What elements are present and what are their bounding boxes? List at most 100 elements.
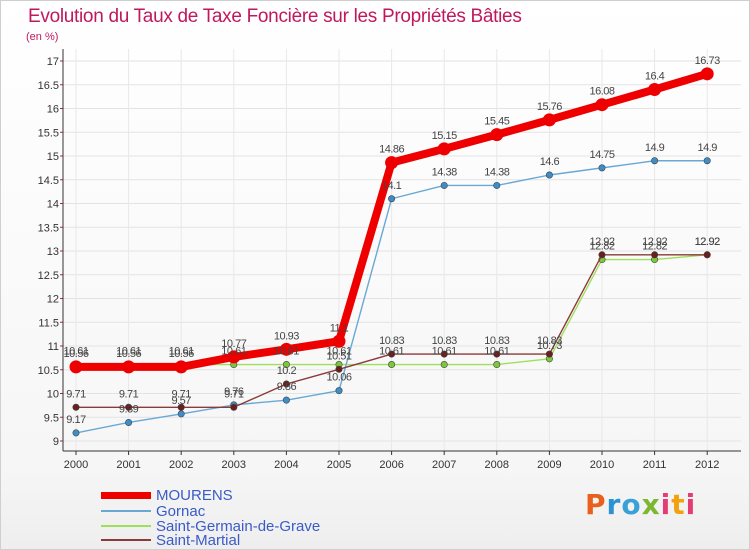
data-label-gornac: 10.06: [326, 372, 351, 384]
chart-grid: [63, 49, 741, 451]
data-point-saint-martial: [493, 350, 501, 358]
legend-item-mourens[interactable]: MOURENS: [101, 486, 233, 504]
data-point-saint-martial: [177, 403, 185, 411]
y-tick-label: 17: [47, 56, 59, 68]
data-label-saint-martial: 9.71: [119, 388, 139, 400]
data-label-gornac: 9.57: [171, 395, 191, 407]
legend-item-saint-germain[interactable]: Saint-Germain-de-Grave: [101, 517, 321, 535]
y-tick-label: 16.5: [38, 80, 59, 92]
y-tick-label: 13.5: [38, 222, 59, 234]
data-point-mourens: [490, 128, 504, 142]
legend-item-gornac[interactable]: Gornac: [101, 502, 206, 520]
data-point-gornac: [493, 181, 501, 189]
y-tick-label: 11.5: [38, 317, 59, 329]
data-label-saint-germain-de-grave: 12.92: [695, 236, 720, 248]
logo-letter: i: [660, 488, 672, 521]
data-point-saint-martial: [335, 365, 343, 373]
data-point-saint-martial: [651, 251, 659, 259]
data-label-saint-germain-de-grave: 12.82: [589, 241, 614, 253]
data-point-saint-martial: [545, 350, 553, 358]
data-point-mourens: [437, 142, 451, 156]
value-labels: 10.61 10.61 10.61 10.61 10.61 10.61 10.61 10.61…: [63, 55, 720, 426]
y-tick-label: 9.5: [44, 412, 59, 424]
data-label-saint-martial: 9.71: [224, 388, 244, 400]
x-tick-label: 2003: [222, 459, 246, 471]
legend-label-saint-germain: Saint-Germain-de-Grave: [156, 517, 321, 535]
legend-item-saint-martial[interactable]: Saint-Martial: [101, 532, 240, 549]
legend-swatch-saint-germain: [101, 525, 151, 527]
data-point-saint-martial: [125, 403, 133, 411]
data-label-saint-martial: 10.83: [484, 335, 509, 347]
data-label-gornac: 14.9: [645, 142, 665, 154]
data-label-gornac: 14.75: [589, 149, 614, 161]
data-label-mourens: 15.76: [537, 101, 562, 113]
data-label-saint-germain-de-grave: 12.82: [642, 241, 667, 253]
x-tick-label: 2005: [327, 459, 351, 471]
y-tick-label: 11: [48, 341, 59, 353]
y-tick-label: 12.5: [38, 270, 59, 282]
data-label-gornac: 14.1: [382, 180, 402, 192]
data-label-saint-germain-de-grave: 10.61: [116, 346, 141, 358]
logo-letter: r: [606, 488, 622, 521]
data-point-mourens: [69, 360, 83, 374]
plot-area: [63, 49, 741, 451]
data-label-gornac: 14.38: [432, 166, 457, 178]
data-label-mourens: 10.77: [221, 338, 246, 350]
data-label-gornac: 9.39: [119, 403, 139, 415]
logo-letter: i: [685, 488, 697, 521]
x-tick-label: 2008: [485, 459, 509, 471]
logo-letter: P: [585, 488, 607, 521]
data-label-mourens: 16.08: [589, 86, 614, 98]
legend-swatch-saint-martial: [101, 539, 151, 541]
x-tick-label: 2011: [643, 459, 667, 471]
data-label-saint-germain-de-grave: 10.61: [63, 346, 88, 358]
x-tick-label: 2004: [274, 459, 298, 471]
data-label-gornac: 14.9: [697, 142, 717, 154]
logo-letter: t: [671, 488, 686, 521]
chart-axes: 9 9.5 10 10.5 11 11.5 12 12.5 13 13.5 14 14.5 15 15.5…: [38, 49, 741, 471]
data-point-mourens: [648, 83, 662, 96]
data-label-saint-germain-de-grave: 10.61: [326, 346, 351, 358]
x-tick-label: 2006: [379, 459, 403, 471]
data-label-mourens: 16.73: [695, 55, 720, 67]
data-label-saint-martial: 9.71: [66, 388, 86, 400]
data-point-mourens: [385, 156, 399, 170]
data-label-saint-martial: 10.83: [537, 335, 562, 347]
data-point-gornac: [545, 171, 553, 179]
data-point-mourens: [700, 67, 714, 81]
data-label-gornac: 14.38: [484, 166, 509, 178]
x-tick-label: 2010: [590, 459, 614, 471]
proxiti-logo: Proxiti: [585, 488, 696, 521]
x-tick-label: 2007: [432, 459, 456, 471]
data-label-gornac: 9.76: [224, 386, 244, 398]
data-label-saint-germain-de-grave: 10.61: [379, 346, 404, 358]
data-label-saint-germain-de-grave: 10.61: [169, 346, 194, 358]
data-label-saint-martial: 12.92: [589, 236, 614, 248]
y-tick-label: 15.5: [38, 127, 59, 139]
data-point-gornac: [388, 195, 396, 203]
data-label-gornac: 9.86: [277, 381, 297, 393]
data-label-mourens: 15.45: [484, 116, 509, 128]
data-point-saint-germain-de-grave: [440, 361, 448, 369]
legend-label-gornac: Gornac: [156, 502, 206, 520]
data-label-gornac: 9.17: [66, 414, 86, 426]
data-point-saint-martial: [230, 403, 238, 411]
y-tick-label: 16: [47, 104, 59, 116]
data-point-mourens: [174, 360, 188, 374]
legend-label-mourens: MOURENS: [156, 486, 233, 504]
data-label-mourens: 10.56: [63, 348, 88, 360]
data-label-mourens: 16.4: [645, 71, 665, 83]
data-label-saint-martial: 10.83: [379, 335, 404, 347]
data-label-mourens: 10.93: [274, 330, 299, 342]
data-point-mourens: [595, 98, 609, 112]
data-point-saint-martial: [598, 251, 606, 259]
data-point-mourens: [542, 113, 556, 127]
data-point-mourens: [122, 360, 136, 374]
data-point-saint-germain-de-grave: [493, 361, 501, 369]
data-label-saint-germain-de-grave: 10.61: [432, 346, 457, 358]
data-label-gornac: 14.6: [540, 156, 560, 168]
y-tick-label: 13: [47, 246, 59, 258]
data-point-saint-martial: [440, 350, 448, 358]
data-label-saint-martial: 12.92: [642, 236, 667, 248]
